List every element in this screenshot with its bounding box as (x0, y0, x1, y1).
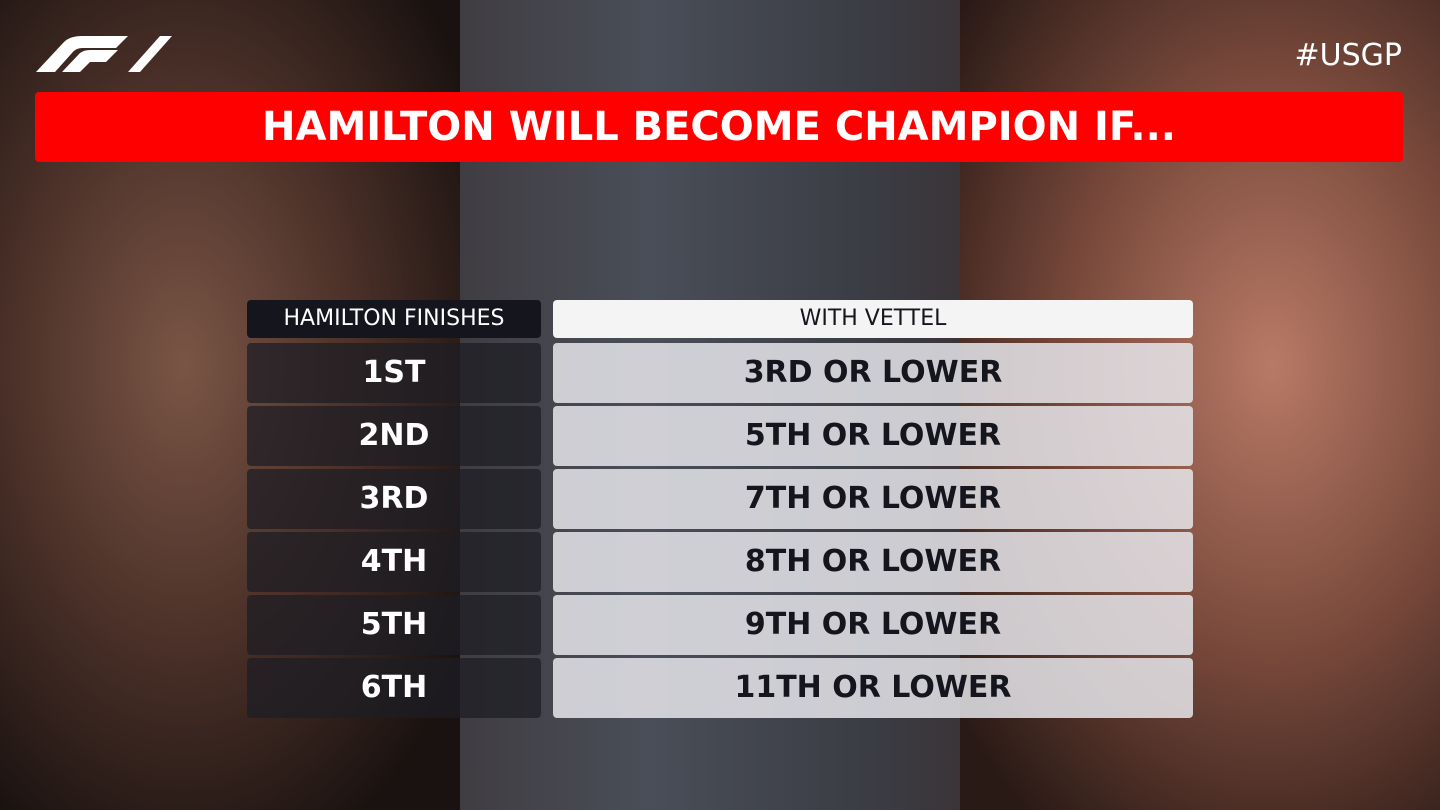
column-header: HAMILTON FINISHES (247, 300, 541, 338)
vettel-position: 5TH OR LOWER (553, 406, 1193, 466)
hashtag: #USGP (1294, 38, 1402, 73)
vettel-position: 3RD OR LOWER (553, 343, 1193, 403)
f1-logo (36, 36, 172, 72)
column-header: WITH VETTEL (553, 300, 1193, 338)
title-banner: HAMILTON WILL BECOME CHAMPION IF... (35, 92, 1403, 162)
vettel-position: 8TH OR LOWER (553, 532, 1193, 592)
hamilton-position: 5TH (247, 595, 541, 655)
vettel-position: 7TH OR LOWER (553, 469, 1193, 529)
hamilton-position: 2ND (247, 406, 541, 466)
hamilton-position: 1ST (247, 343, 541, 403)
hamilton-position: 4TH (247, 532, 541, 592)
hamilton-position: 6TH (247, 658, 541, 718)
vettel-position: 9TH OR LOWER (553, 595, 1193, 655)
hamilton-position: 3RD (247, 469, 541, 529)
vettel-position: 11TH OR LOWER (553, 658, 1193, 718)
